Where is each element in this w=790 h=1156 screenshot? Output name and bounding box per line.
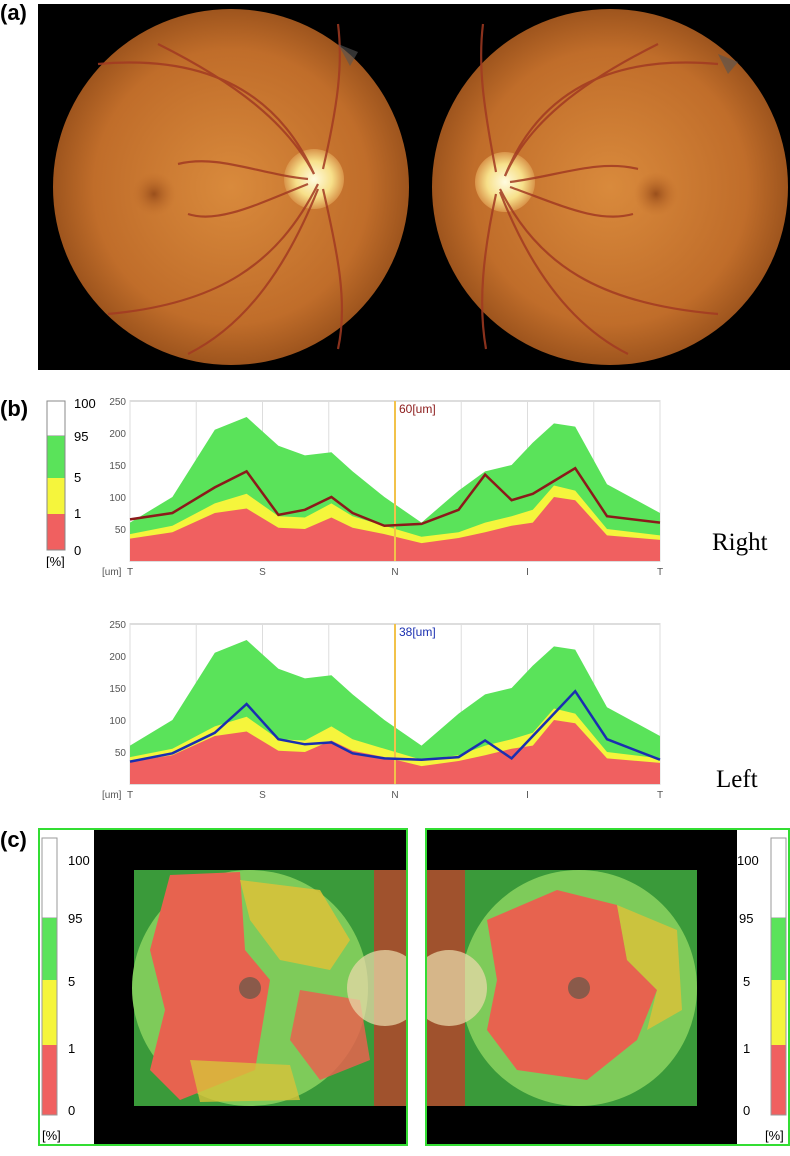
right-deviation-map: 100 95 5 1 0 [%] xyxy=(40,830,406,1144)
left-marker-label: 38[um] xyxy=(399,625,436,639)
right-xtick-label: N xyxy=(391,567,398,578)
scale-b-tick-100: 100 xyxy=(74,398,96,411)
left-xtick-label: T xyxy=(127,790,133,801)
optic-disc-right xyxy=(284,149,344,209)
left-eye-label: Left xyxy=(716,766,758,793)
right-thickness-chart: 50 100 150 200 250 T S N I T [um] 60[um] xyxy=(102,397,663,578)
scale-c-right-tick-95: 95 xyxy=(68,911,82,926)
fundus-svg xyxy=(53,9,788,365)
scale-c-left-tick-1: 1 xyxy=(743,1041,750,1056)
right-fundus xyxy=(53,9,409,365)
right-profile-line xyxy=(129,466,661,528)
scale-b-tick-5: 5 xyxy=(74,470,81,485)
scale-c-left-tick-95: 95 xyxy=(739,911,753,926)
scale-b-tick-1: 1 xyxy=(74,506,81,521)
percentile-scale-b: 100 95 5 1 0 [%] xyxy=(46,398,96,568)
scale-c-left-tick-5: 5 xyxy=(743,974,750,989)
panel-c-label: (c) xyxy=(0,827,27,852)
right-ytick-label: 100 xyxy=(109,493,126,504)
right-xtick-label: I xyxy=(526,567,529,578)
right-xtick-label: T xyxy=(657,567,663,578)
left-fundus xyxy=(432,9,788,365)
left-profile-line xyxy=(129,689,661,763)
optic-disc-left xyxy=(475,152,535,212)
left-ytick-label: 100 xyxy=(109,716,126,727)
right-ytick-label: 150 xyxy=(109,461,126,472)
scale-c-right-tick-5: 5 xyxy=(68,974,75,989)
scale-c-left-tick-100: 100 xyxy=(737,853,759,868)
scale-c-right-tick-0: 0 xyxy=(68,1103,75,1118)
left-xtick-label: N xyxy=(391,790,398,801)
left-ytick-label: 250 xyxy=(109,620,126,631)
scale-c-left-unit: [%] xyxy=(765,1128,784,1143)
left-deviation-map-frame: 100 95 5 1 0 [%] xyxy=(425,828,790,1146)
left-ytick-label: 50 xyxy=(115,748,127,759)
right-ytick-label: 50 xyxy=(115,525,127,536)
right-ytick-label: 200 xyxy=(109,429,126,440)
left-xtick-label: I xyxy=(526,790,529,801)
fundus-photographs xyxy=(38,4,790,370)
left-ytick-label: 150 xyxy=(109,684,126,695)
left-unit-label: [um] xyxy=(102,790,122,801)
right-xtick-label: S xyxy=(259,567,266,578)
scale-b-tick-95: 95 xyxy=(74,429,88,444)
left-band-1 xyxy=(130,720,660,784)
panel-b-label: (b) xyxy=(0,396,29,421)
scale-b-tick-0: 0 xyxy=(74,543,81,558)
left-xtick-label: T xyxy=(657,790,663,801)
panel-a-label: (a) xyxy=(0,0,27,25)
scale-c-right-tick-100: 100 xyxy=(68,853,90,868)
right-band-1 xyxy=(130,497,660,561)
scale-c-right-tick-1: 1 xyxy=(68,1041,75,1056)
left-ytick-label: 200 xyxy=(109,652,126,663)
right-eye-label: Right xyxy=(712,529,768,556)
scale-b-unit: [%] xyxy=(46,554,65,568)
right-deviation-map-frame: 100 95 5 1 0 [%] xyxy=(38,828,408,1146)
right-xtick-label: T xyxy=(127,567,133,578)
right-ytick-label: 250 xyxy=(109,397,126,408)
right-marker-label: 60[um] xyxy=(399,402,436,416)
left-deviation-map: 100 95 5 1 0 [%] xyxy=(427,830,788,1144)
left-thickness-chart: 50 100 150 200 250 T S N I T [um] 38[um] xyxy=(102,620,663,801)
scale-c-right-unit: [%] xyxy=(42,1128,61,1143)
left-xtick-label: S xyxy=(259,790,266,801)
right-unit-label: [um] xyxy=(102,567,122,578)
scale-c-left-tick-0: 0 xyxy=(743,1103,750,1118)
